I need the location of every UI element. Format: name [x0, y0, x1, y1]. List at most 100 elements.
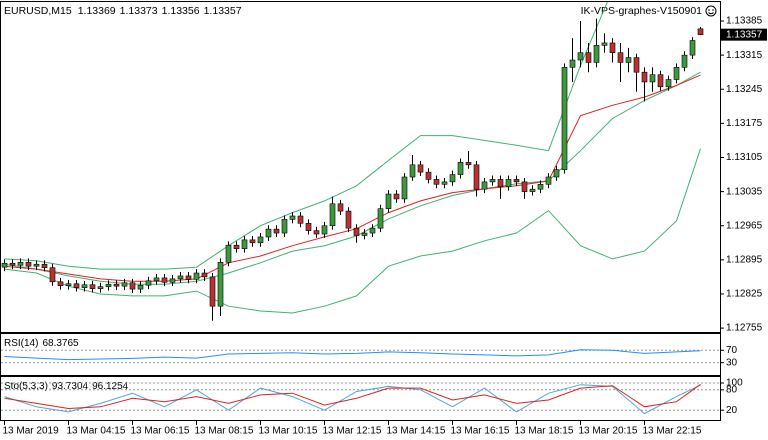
candle-body [305, 222, 312, 231]
candle-body [25, 261, 32, 267]
candle-body [433, 179, 440, 185]
expert-name: IK-VPS-graphes-V150901 [581, 5, 703, 17]
candle-body [265, 228, 272, 238]
candle-body [689, 40, 696, 56]
candle-body [97, 286, 104, 289]
candle-body [449, 174, 456, 183]
candle-body [465, 162, 472, 166]
close-value: 1.13357 [204, 5, 242, 17]
candle-body [697, 28, 704, 35]
x-tick-label: 13 Mar 04:15 [67, 426, 126, 437]
candle-body [249, 239, 256, 244]
indicator-line [4, 2, 608, 270]
candle-body [105, 283, 112, 287]
candle-body [681, 54, 688, 68]
candle-body [417, 164, 424, 173]
low-value: 1.13356 [162, 5, 200, 17]
candle-body [129, 282, 136, 290]
candle-body [225, 244, 232, 263]
rsi-panel [0, 333, 721, 376]
candle-body [321, 225, 328, 235]
stoch-main-value: 93.7304 [52, 381, 89, 392]
candle-body [73, 283, 80, 288]
candle-body [233, 244, 240, 249]
candle-body [385, 193, 392, 209]
candle-body [577, 52, 584, 61]
candle-body [217, 261, 224, 307]
candle-body [569, 59, 576, 68]
candle-body [673, 67, 680, 80]
candle-body [273, 228, 280, 234]
candle-body [481, 181, 488, 190]
candle-body [185, 275, 192, 280]
y-tick-label: 70 [726, 345, 738, 356]
candle-body [9, 262, 16, 266]
candle-body [441, 181, 448, 185]
candle-body [193, 272, 200, 280]
plot-area [1, 2, 704, 321]
candle-body [281, 219, 288, 234]
y-tick-label: 20 [726, 405, 738, 416]
candle-body [17, 261, 24, 266]
candle-body [153, 277, 160, 282]
candle-body [313, 230, 320, 235]
candle-body [425, 171, 432, 180]
candle-body [377, 208, 384, 229]
y-tick-label: 80 [726, 384, 738, 395]
candle-body [513, 179, 520, 183]
y-tick-label: 1.13245 [726, 84, 763, 95]
y-tick-label: 1.13175 [726, 118, 763, 129]
candle-body [521, 181, 528, 192]
candle-body [585, 52, 592, 63]
price-marker [721, 28, 767, 41]
candle-body [601, 42, 608, 46]
candle-body [393, 193, 400, 200]
candle-body [457, 162, 464, 175]
indicator-line [4, 74, 701, 282]
open-value: 1.13369 [78, 5, 116, 17]
x-tick-label: 13 Mar 2019 [3, 426, 60, 437]
candle-body [369, 227, 376, 234]
candle-body [137, 284, 144, 290]
candle-body [329, 203, 336, 227]
candle-body [401, 176, 408, 200]
chart-header: EURUSD,M15 1.13369 1.13373 1.13356 1.13357 [4, 5, 242, 17]
candle-body [145, 280, 152, 286]
candle-body [609, 42, 616, 53]
y-tick-label: 100 [726, 378, 743, 389]
x-tick-label: 13 Mar 18:15 [515, 426, 574, 437]
y-tick-label: 1.12895 [726, 254, 763, 265]
candle-body [121, 282, 128, 287]
candle-body [345, 210, 352, 229]
stoch-signal-value: 96.1254 [92, 381, 129, 392]
candle-body [169, 278, 176, 283]
candle-body [473, 164, 480, 190]
candle-body [297, 215, 304, 224]
x-tick-label: 13 Mar 20:15 [579, 426, 638, 437]
smiley-icon [705, 5, 717, 17]
candle-body [65, 283, 72, 286]
y-tick-label: 1.12755 [726, 323, 763, 334]
candle-body [529, 188, 536, 192]
x-tick-label: 13 Mar 06:15 [131, 426, 190, 437]
candle-body [545, 176, 552, 185]
candle-body [649, 74, 656, 83]
candle-body [289, 215, 296, 220]
y-tick-label: 1.13035 [726, 186, 763, 197]
indicator-line [4, 383, 701, 410]
candle-body [201, 272, 208, 278]
indicator-line [4, 148, 701, 314]
candle-body [537, 184, 544, 190]
candle-body [89, 284, 96, 289]
x-tick-label: 13 Mar 22:15 [643, 426, 702, 437]
x-tick-label: 13 Mar 12:15 [323, 426, 382, 437]
stoch-panel [0, 376, 721, 421]
candle-body [1, 262, 8, 268]
rsi-header: RSI(14) 68.3765 [4, 338, 79, 349]
symbol: EURUSD,M15 [4, 5, 72, 17]
candle-body [641, 71, 648, 83]
candle-body [81, 284, 88, 288]
high-value: 1.13373 [120, 5, 158, 17]
